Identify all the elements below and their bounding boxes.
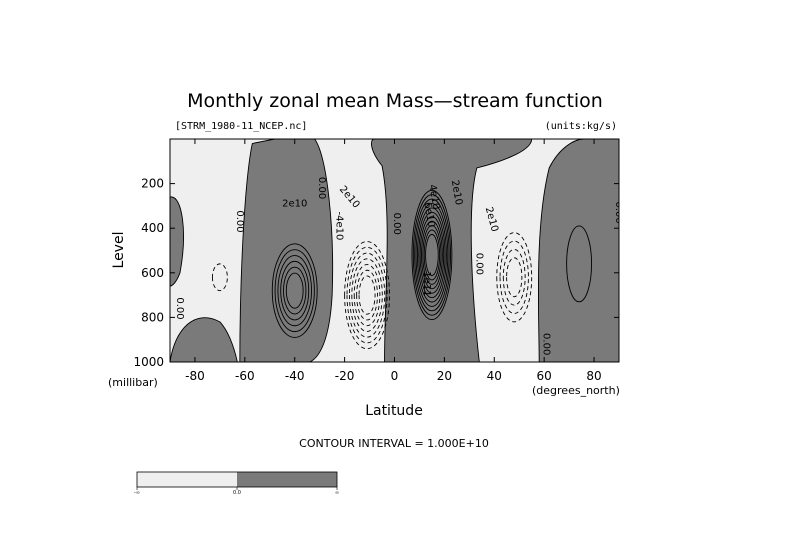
contour-line-2-6 [358, 275, 376, 315]
file-label: [STRM_1980-11_NCEP.nc] [175, 121, 307, 132]
units-label: (units:kg/s) [545, 121, 617, 132]
y-axis: 200 400 600 800 1000 [133, 177, 619, 369]
x-tick-label-1: -60 [235, 369, 255, 383]
contour-label-9: 6e10 [421, 202, 436, 229]
contour-line-4-3 [506, 257, 523, 298]
contour-line-1-4 [283, 266, 307, 315]
x-tick-label-8: 80 [586, 369, 601, 383]
contour-line-3-10 [425, 233, 439, 276]
x-unit-label: (degrees_north) [532, 384, 620, 397]
contour-label-3: 0.00 [316, 177, 327, 199]
colorbar-label-min: -∞ [134, 490, 140, 496]
positive-region-0 [239, 139, 334, 362]
contour-line-3-7 [421, 220, 443, 290]
contour-label-8: 4e10 [426, 184, 441, 211]
contour-line-3-4 [416, 207, 447, 303]
contour-label-12: 0.00 [473, 253, 484, 275]
contour-label-6: 0.00 [391, 213, 402, 235]
contour-line-2-2 [348, 252, 386, 338]
contour-line-4-0 [496, 232, 533, 323]
y-tick-label-1: 400 [141, 221, 164, 235]
contour-line-3-9 [423, 229, 441, 281]
contour-line-1-5 [285, 272, 304, 309]
positive-region-2 [537, 139, 619, 362]
contour-label-2: 0.00 [174, 297, 185, 319]
contour-line-3-8 [422, 224, 442, 285]
colorbar-negative [137, 472, 237, 487]
contour-line-2-3 [351, 258, 383, 332]
colorbar-label-max: ∞ [335, 490, 339, 496]
contour-line-1-3 [280, 260, 310, 321]
contour-line-5-0 [566, 225, 593, 303]
contour-line-2-5 [356, 269, 378, 321]
x-axis-label: Latitude [365, 403, 423, 419]
contour-interval-label: CONTOUR INTERVAL = 1.000E+10 [299, 437, 489, 450]
x-tick-label-3: -20 [335, 369, 355, 383]
contour-label-1: 0.00 [234, 210, 245, 232]
colorbar-positive [237, 472, 337, 487]
contour-label-7: 2e10 [449, 179, 464, 206]
colorbar-label-zero: 0.0 [233, 490, 241, 496]
x-tick-label-0: -80 [185, 369, 205, 383]
contour-line-3-5 [418, 211, 446, 298]
contour-line-1-0 [271, 243, 318, 338]
contour-line-3-2 [414, 198, 450, 312]
colorbar: -∞ 0.0 ∞ [134, 471, 339, 496]
contour-line-3-6 [419, 216, 445, 294]
y-axis-label: Level [111, 232, 127, 269]
contour-line-1-2 [277, 255, 313, 327]
contour-label-0: 2e10 [282, 199, 307, 210]
positive-region-3 [170, 196, 184, 287]
contour-label-13: 0.00 [541, 333, 552, 355]
y-unit-label: (millibar) [108, 376, 158, 389]
contour-label-14: 0.00 [613, 201, 624, 223]
contour-label-5: -4e10 [334, 212, 345, 241]
x-axis: -80 -60 -40 -20 0 20 40 60 80 [185, 139, 602, 383]
positive-region-4 [170, 317, 238, 362]
y-tick-label-4: 1000 [133, 355, 164, 369]
x-tick-label-4: 0 [391, 369, 399, 383]
contour-line-4-2 [502, 248, 526, 306]
contour-line-1-1 [274, 249, 315, 332]
x-tick-label-2: -40 [285, 369, 305, 383]
contour-line-3-1 [412, 194, 451, 316]
x-tick-label-6: 40 [487, 369, 502, 383]
y-tick-label-3: 800 [141, 310, 164, 324]
contour-line-2-4 [353, 264, 381, 327]
contour-line-3-0 [411, 189, 453, 321]
contour-line-4-1 [499, 240, 529, 315]
y-tick-label-2: 600 [141, 266, 164, 280]
chart-title: Monthly zonal mean Mass—stream function [187, 90, 603, 112]
x-tick-label-7: 60 [537, 369, 552, 383]
contour-label-10: 1e11 [421, 271, 432, 296]
y-tick-label-0: 200 [141, 177, 164, 191]
x-tick-label-5: 20 [437, 369, 452, 383]
contour-line-3-3 [415, 202, 449, 308]
